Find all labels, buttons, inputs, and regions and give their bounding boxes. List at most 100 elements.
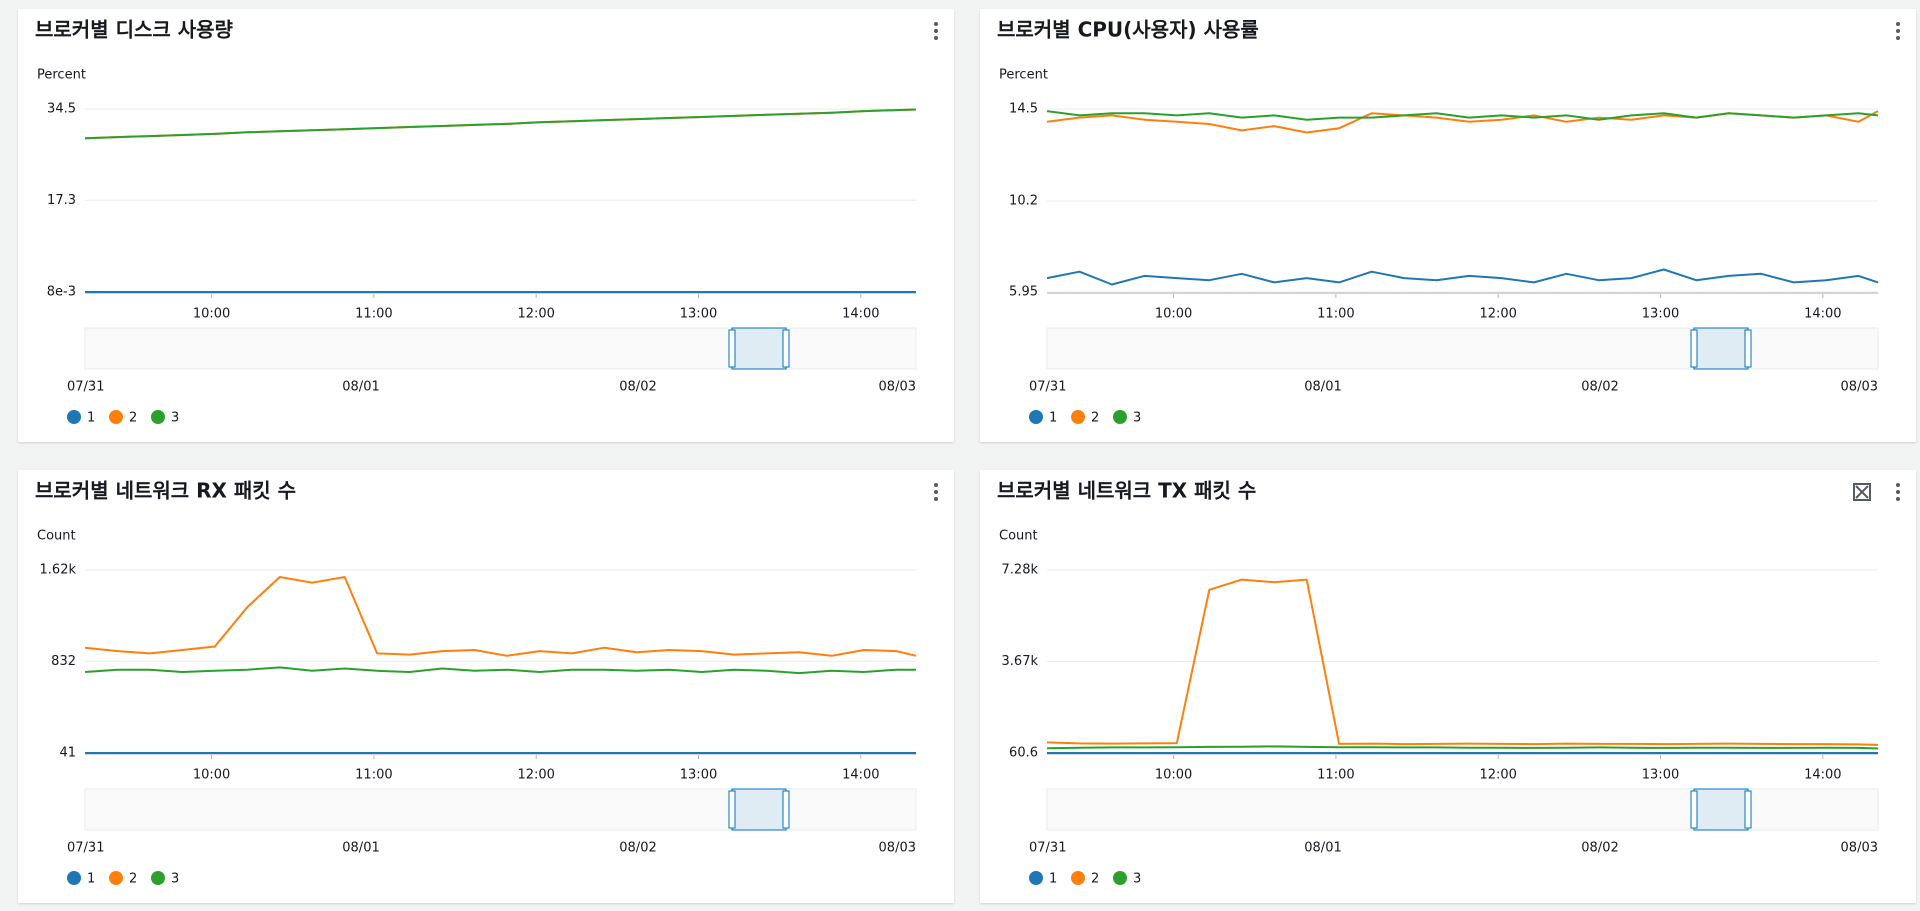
y-tick-label: 3.67k <box>1002 654 1039 669</box>
brush-handle[interactable] <box>728 790 736 829</box>
brush-handle[interactable] <box>1744 329 1752 368</box>
menu-dot[interactable] <box>1896 22 1900 26</box>
legend-swatch[interactable] <box>1071 410 1085 424</box>
menu-dot[interactable] <box>934 36 938 40</box>
legend-swatch[interactable] <box>151 871 165 885</box>
legend-label[interactable]: 1 <box>1049 872 1057 887</box>
overview-brush[interactable] <box>1693 327 1749 370</box>
overview-strip <box>1046 788 1879 831</box>
legend-label[interactable]: 3 <box>1133 411 1141 426</box>
x-tick-label: 12:00 <box>517 307 554 322</box>
brush-handle[interactable] <box>1744 790 1752 829</box>
widget: 브로커별 네트워크 RX 패킷 수 Count 41 832 1.62k 10:00 11:… <box>18 470 954 903</box>
menu-dot[interactable] <box>934 22 938 26</box>
widget-title: 브로커별 CPU(사용자) 사용률 <box>997 18 1259 42</box>
legend-label[interactable]: 3 <box>1133 872 1141 887</box>
legend-swatch[interactable] <box>151 410 165 424</box>
chart: 브로커별 네트워크 TX 패킷 수 Count 60.6 3.67k 7.28k 10:0… <box>997 479 1900 887</box>
overview-date: 08/01 <box>342 380 379 395</box>
y-tick-label: 1.62k <box>40 563 77 578</box>
y-tick-label: 14.5 <box>1009 102 1038 117</box>
menu-dot[interactable] <box>934 497 938 501</box>
overview-date: 07/31 <box>67 841 104 856</box>
legend-label[interactable]: 2 <box>129 872 137 887</box>
overview-date: 08/02 <box>619 841 656 856</box>
y-tick-label: 34.5 <box>47 102 76 117</box>
legend-label[interactable]: 2 <box>1091 872 1099 887</box>
overview-brush[interactable] <box>1693 788 1749 831</box>
overview-brush[interactable] <box>731 788 787 831</box>
legend-label[interactable]: 2 <box>129 411 137 426</box>
legend-label[interactable]: 3 <box>171 872 179 887</box>
widget: 브로커별 네트워크 TX 패킷 수 Count 60.6 3.67k 7.28k 10:0… <box>980 470 1916 903</box>
x-tick-label: 10:00 <box>193 768 230 783</box>
series-line <box>1046 268 1879 286</box>
brush-handle[interactable] <box>1690 790 1698 829</box>
legend-swatch[interactable] <box>67 871 81 885</box>
widget: 브로커별 디스크 사용량 Percent 8e-3 17.3 34.5 10:00 11:0… <box>18 9 954 442</box>
chart: 브로커별 CPU(사용자) 사용률 Percent 5.95 10.2 14.5 10:0… <box>997 18 1900 426</box>
menu-dot[interactable] <box>1896 29 1900 33</box>
y-axis-label: Percent <box>37 68 86 83</box>
legend-swatch[interactable] <box>109 410 123 424</box>
fullscreen-icon[interactable] <box>1853 483 1871 501</box>
overview-date: 08/02 <box>619 380 656 395</box>
legend-label[interactable]: 1 <box>1049 411 1057 426</box>
x-tick-label: 13:00 <box>680 768 717 783</box>
overview-date: 08/01 <box>1304 841 1341 856</box>
legend-label[interactable]: 1 <box>87 872 95 887</box>
x-tick-label: 14:00 <box>1804 307 1841 322</box>
legend-label[interactable]: 1 <box>87 411 95 426</box>
x-tick-label: 10:00 <box>193 307 230 322</box>
menu-dot[interactable] <box>1896 36 1900 40</box>
legend-label[interactable]: 2 <box>1091 411 1099 426</box>
overview-date: 08/03 <box>879 841 916 856</box>
series-line <box>1046 110 1879 121</box>
legend-swatch[interactable] <box>1029 871 1043 885</box>
legend-swatch[interactable] <box>1029 410 1043 424</box>
x-tick-label: 12:00 <box>1479 768 1516 783</box>
overview-date: 07/31 <box>1029 841 1066 856</box>
widget-title: 브로커별 디스크 사용량 <box>35 18 234 42</box>
legend-swatch[interactable] <box>1113 410 1127 424</box>
series-line <box>84 108 917 140</box>
legend-swatch[interactable] <box>109 871 123 885</box>
brush-handle[interactable] <box>782 329 790 368</box>
overview-date: 07/31 <box>67 380 104 395</box>
series-line <box>84 576 917 657</box>
y-tick-label: 832 <box>51 654 76 669</box>
widget-title: 브로커별 네트워크 RX 패킷 수 <box>35 479 296 503</box>
menu-dot[interactable] <box>1896 490 1900 494</box>
brush-handle[interactable] <box>728 329 736 368</box>
legend-swatch[interactable] <box>1071 871 1085 885</box>
overview-brush[interactable] <box>731 327 787 370</box>
overview-date: 08/03 <box>1841 841 1878 856</box>
brush-handle[interactable] <box>782 790 790 829</box>
y-tick-label: 8e-3 <box>47 285 76 300</box>
chart: 브로커별 네트워크 RX 패킷 수 Count 41 832 1.62k 10:00 11:… <box>35 479 938 887</box>
brush-handle[interactable] <box>1690 329 1698 368</box>
x-tick-label: 11:00 <box>355 768 392 783</box>
menu-dot[interactable] <box>934 483 938 487</box>
overview-date: 07/31 <box>1029 380 1066 395</box>
overview-date: 08/03 <box>1841 380 1878 395</box>
y-tick-label: 10.2 <box>1009 194 1038 209</box>
menu-dot[interactable] <box>1896 497 1900 501</box>
overview-date: 08/03 <box>879 380 916 395</box>
y-tick-label: 7.28k <box>1002 563 1039 578</box>
overview-strip <box>84 327 917 370</box>
legend-label[interactable]: 3 <box>171 411 179 426</box>
menu-dot[interactable] <box>934 490 938 494</box>
x-tick-label: 11:00 <box>1317 307 1354 322</box>
x-tick-label: 13:00 <box>680 307 717 322</box>
menu-dot[interactable] <box>1896 483 1900 487</box>
y-tick-label: 17.3 <box>47 193 76 208</box>
legend-swatch[interactable] <box>67 410 81 424</box>
x-tick-label: 10:00 <box>1155 307 1192 322</box>
chart: 브로커별 디스크 사용량 Percent 8e-3 17.3 34.5 10:00 11:0… <box>35 18 938 426</box>
widget: 브로커별 CPU(사용자) 사용률 Percent 5.95 10.2 14.5 10:0… <box>980 9 1916 442</box>
legend-swatch[interactable] <box>1113 871 1127 885</box>
menu-dot[interactable] <box>934 29 938 33</box>
x-tick-label: 14:00 <box>1804 768 1841 783</box>
